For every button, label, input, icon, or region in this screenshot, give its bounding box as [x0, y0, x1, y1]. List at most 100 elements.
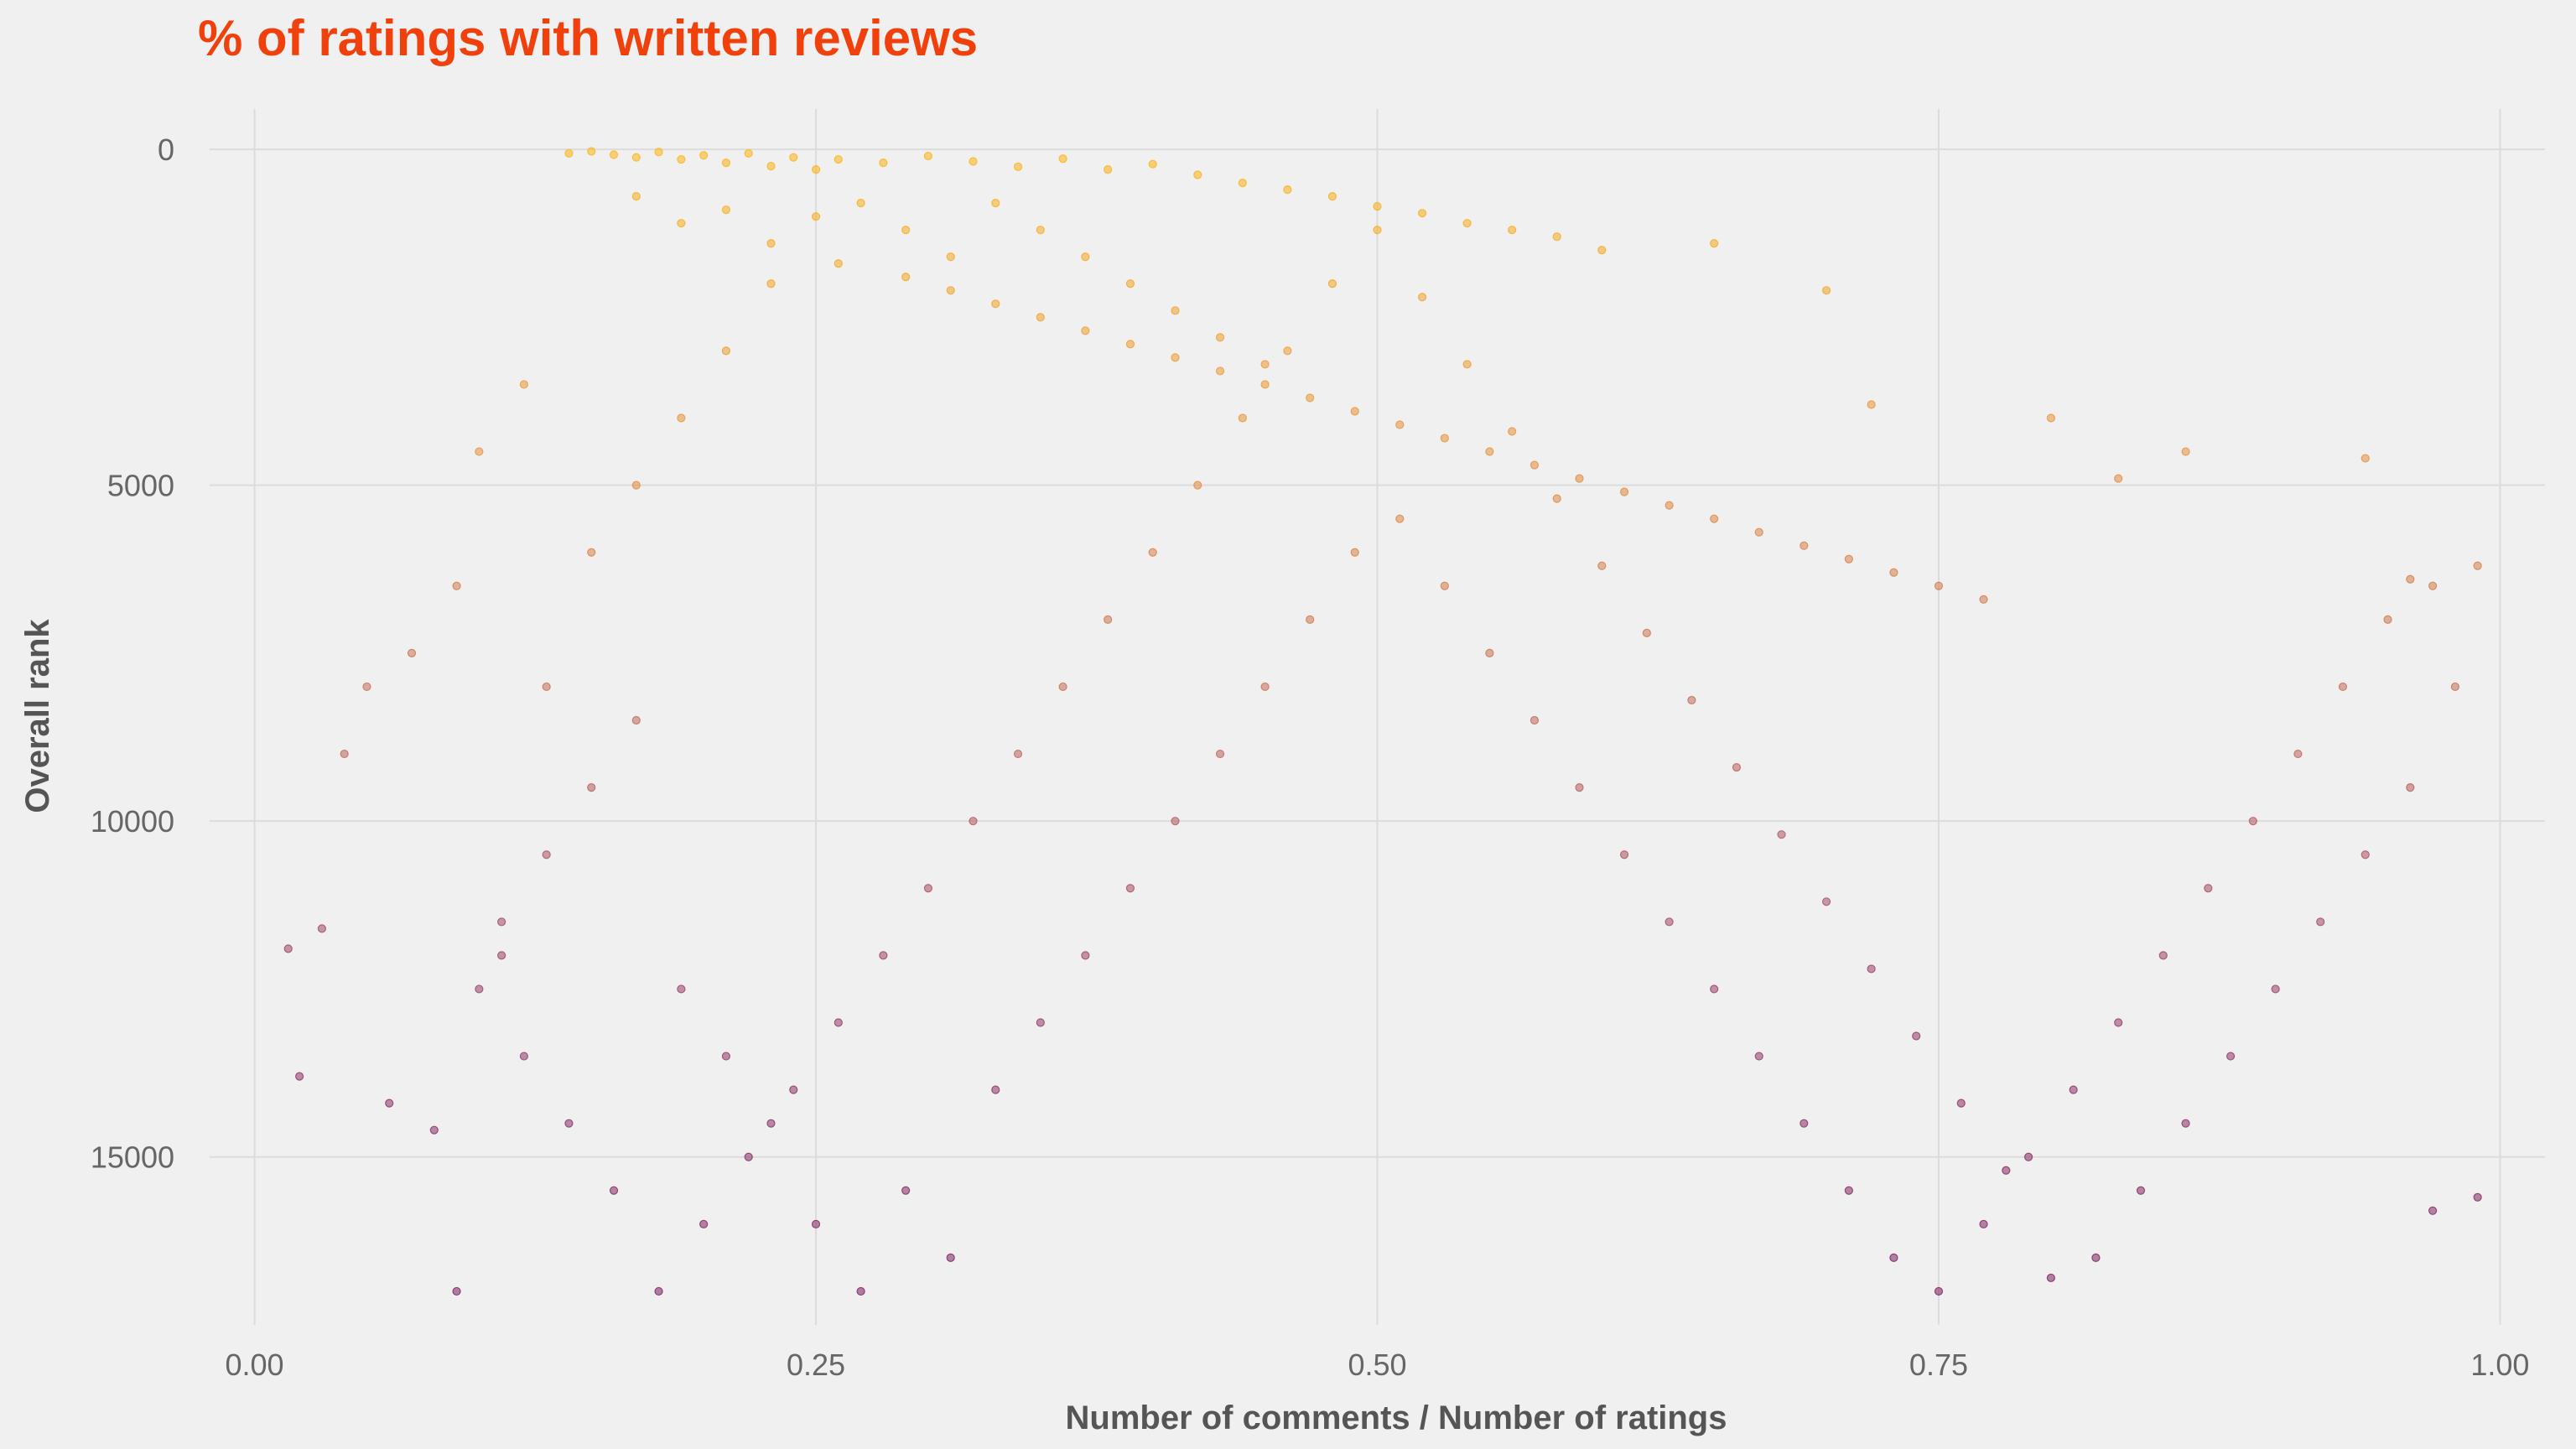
data-point: [1193, 170, 1202, 179]
y-tick-label: 0: [158, 132, 174, 167]
data-point: [1912, 1031, 1921, 1041]
data-point: [1260, 360, 1270, 369]
data-point: [744, 1152, 753, 1161]
data-point: [1395, 514, 1405, 523]
data-point: [901, 226, 911, 235]
data-point: [677, 413, 686, 423]
data-point: [856, 1286, 865, 1296]
data-point: [519, 1052, 529, 1061]
data-point: [1800, 1119, 1809, 1128]
data-point: [1732, 762, 1742, 772]
data-point: [631, 480, 641, 490]
data-point: [1215, 333, 1225, 342]
data-point: [1485, 447, 1494, 456]
data-point: [699, 1219, 709, 1228]
x-tick-label: 0.25: [787, 1348, 845, 1382]
data-point: [2248, 817, 2257, 826]
data-point: [699, 151, 709, 160]
data-point: [1104, 164, 1113, 174]
data-point: [991, 1085, 1000, 1094]
data-point: [1171, 306, 1180, 315]
data-point: [609, 150, 619, 159]
data-point: [631, 153, 641, 162]
data-point: [1215, 366, 1225, 376]
data-point: [407, 648, 417, 657]
data-point: [1395, 420, 1405, 429]
data-point: [879, 158, 888, 168]
data-point: [1956, 1098, 1966, 1108]
data-point: [1979, 595, 1988, 604]
data-point: [811, 1219, 821, 1228]
data-point: [1552, 232, 1561, 242]
data-point: [1013, 749, 1023, 759]
y-axis-label: Overall rank: [19, 619, 56, 813]
data-point: [295, 1072, 304, 1081]
data-point: [1597, 246, 1607, 255]
data-point: [901, 1186, 911, 1195]
data-point: [1260, 380, 1270, 389]
data-point: [1081, 326, 1090, 335]
data-point: [766, 1119, 776, 1128]
data-point: [1867, 400, 1876, 409]
data-point: [587, 548, 596, 557]
data-point: [631, 192, 641, 201]
data-point: [2023, 1152, 2033, 1161]
data-point: [1171, 817, 1180, 826]
data-point: [2428, 581, 2438, 590]
data-point: [946, 252, 955, 262]
data-point: [1013, 162, 1023, 171]
data-point: [587, 783, 596, 792]
data-point: [654, 148, 663, 157]
data-point: [677, 154, 686, 164]
data-point: [834, 259, 843, 268]
data-point: [856, 199, 865, 208]
data-point: [1821, 897, 1831, 906]
data-point: [1508, 226, 1517, 235]
data-point: [1238, 179, 1247, 188]
data-point: [283, 944, 293, 953]
data-point: [1283, 346, 1292, 356]
data-point: [766, 279, 776, 288]
data-point: [1642, 628, 1651, 637]
data-point: [1777, 830, 1786, 839]
data-point: [1283, 185, 1292, 195]
data-point: [2383, 615, 2392, 624]
data-point: [2091, 1253, 2101, 1262]
data-point: [1800, 541, 1809, 550]
data-point: [2181, 447, 2190, 456]
data-point: [766, 239, 776, 248]
data-point: [1327, 279, 1337, 288]
data-point: [1081, 951, 1090, 960]
data-point: [1665, 501, 1674, 510]
data-point: [1687, 695, 1696, 705]
data-point: [2428, 1206, 2438, 1215]
data-point: [2046, 1273, 2055, 1283]
grid: [210, 109, 2545, 1325]
data-point: [385, 1098, 394, 1108]
data-point: [1485, 648, 1494, 657]
data-point: [789, 153, 798, 162]
data-point: [969, 817, 978, 826]
x-tick-label: 0.75: [1909, 1348, 1968, 1382]
data-point: [1058, 682, 1067, 692]
data-point: [1844, 554, 1853, 564]
data-point: [1619, 850, 1629, 860]
chart-title: % of ratings with written reviews: [198, 10, 978, 66]
data-point: [429, 1125, 439, 1135]
y-tick-label: 10000: [91, 804, 174, 839]
data-point: [2316, 917, 2325, 927]
data-point: [1889, 568, 1898, 577]
data-point: [1619, 487, 1629, 496]
data-point: [2114, 474, 2123, 483]
data-point: [1844, 1186, 1853, 1195]
data-point: [1754, 527, 1763, 537]
data-point: [1260, 682, 1270, 692]
data-point: [721, 346, 731, 356]
data-point: [2473, 561, 2482, 570]
data-point: [1171, 353, 1180, 362]
data-point: [1710, 984, 1719, 994]
data-point: [317, 924, 326, 933]
x-tick-labels: 0.00 0.25 0.50 0.75 1.00: [226, 1348, 2530, 1382]
data-point: [991, 299, 1000, 309]
data-point: [1104, 615, 1113, 624]
